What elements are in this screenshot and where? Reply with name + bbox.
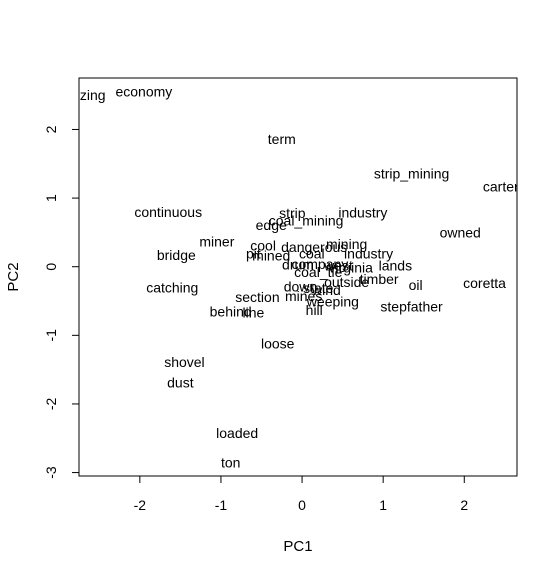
point-label: industry <box>338 204 387 220</box>
point-label: ton <box>221 454 240 470</box>
y-axis-title: PC2 <box>5 262 22 291</box>
point-label: stepfather <box>380 299 443 315</box>
point-label: coretta <box>463 275 506 291</box>
y-tick-label: 0 <box>43 263 59 271</box>
point-label: bridge <box>157 247 196 263</box>
y-tick-label: -2 <box>43 398 59 411</box>
point-label: economy <box>115 84 172 100</box>
x-axis: -2 -1 0 1 2 <box>134 476 469 513</box>
point-label: hill <box>306 302 323 318</box>
x-tick-label: 2 <box>460 497 468 513</box>
point-label: term <box>268 131 296 147</box>
y-tick-label: -1 <box>43 329 59 342</box>
point-label: oil <box>409 277 423 293</box>
point-label: dust <box>167 375 194 391</box>
y-tick-label: 1 <box>43 194 59 202</box>
point-label: shovel <box>164 354 204 370</box>
y-axis: -3 -2 -1 0 1 2 <box>43 125 79 478</box>
point-label: owned <box>440 224 481 240</box>
point-label: edge <box>256 217 287 233</box>
y-tick-label: -3 <box>43 466 59 479</box>
point-label: strip_mining <box>374 165 449 181</box>
x-tick-label: 0 <box>298 497 306 513</box>
point-label: loose <box>261 336 295 352</box>
x-tick-label: 1 <box>379 497 387 513</box>
x-tick-label: -2 <box>134 497 147 513</box>
x-tick-label: -1 <box>215 497 228 513</box>
point-label: line <box>242 305 264 321</box>
point-label: loaded <box>216 425 258 441</box>
point-label: downsizing <box>36 87 105 103</box>
x-axis-title: PC1 <box>283 538 312 555</box>
y-tick-label: 2 <box>43 125 59 133</box>
point-label: miner <box>199 233 234 249</box>
point-label: continuous <box>134 204 202 220</box>
point-label: catching <box>146 279 198 295</box>
point-label: carter <box>483 178 519 194</box>
